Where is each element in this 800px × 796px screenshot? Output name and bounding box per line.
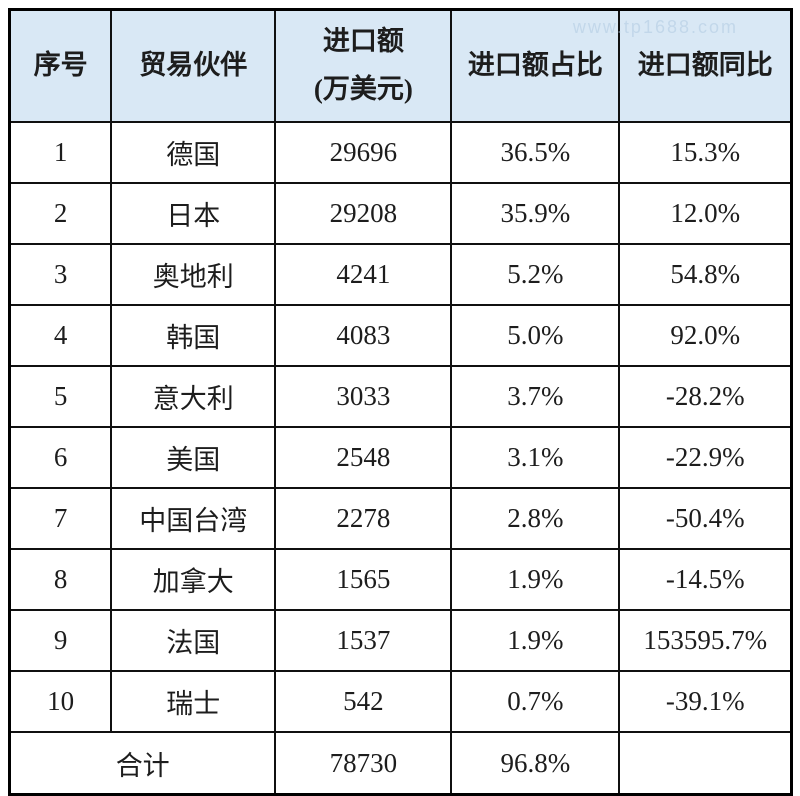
cell-no: 10 [8, 670, 113, 733]
import-trade-partners-table: 序号 贸易伙伴 进口额 (万美元) 进口额占比 进口额同比 1 德国 29696… [8, 8, 793, 796]
table-row: 6 美国 2548 3.1% -22.9% [8, 426, 793, 489]
cell-share: 1.9% [450, 609, 621, 672]
table-row: 1 德国 29696 36.5% 15.3% [8, 121, 793, 184]
cell-yoy: 15.3% [618, 121, 793, 184]
total-yoy-cell [618, 731, 793, 796]
cell-yoy: -50.4% [618, 487, 793, 550]
header-amount-line2: (万美元) [313, 74, 413, 104]
cell-no: 5 [8, 365, 113, 428]
cell-yoy: -14.5% [618, 548, 793, 611]
cell-no: 8 [8, 548, 113, 611]
cell-share: 5.0% [450, 304, 621, 367]
cell-share: 1.9% [450, 548, 621, 611]
table-header: 序号 贸易伙伴 进口额 (万美元) 进口额占比 进口额同比 [8, 8, 793, 123]
cell-partner: 加拿大 [110, 548, 277, 611]
cell-share: 5.2% [450, 243, 621, 306]
table-row: 9 法国 1537 1.9% 153595.7% [8, 609, 793, 672]
cell-amount: 4241 [274, 243, 453, 306]
cell-share: 3.7% [450, 365, 621, 428]
total-amount-cell: 78730 [274, 731, 453, 796]
cell-yoy: -22.9% [618, 426, 793, 489]
cell-yoy: -28.2% [618, 365, 793, 428]
header-cell-partner: 贸易伙伴 [110, 8, 277, 123]
header-row: 序号 贸易伙伴 进口额 (万美元) 进口额占比 进口额同比 [8, 8, 793, 123]
cell-amount: 1565 [274, 548, 453, 611]
cell-no: 2 [8, 182, 113, 245]
table-row: 10 瑞士 542 0.7% -39.1% [8, 670, 793, 733]
page: www.tp1688.com 序号 贸易伙伴 进口额 (万美元) 进口额占比 进… [8, 8, 793, 796]
table-row: 3 奥地利 4241 5.2% 54.8% [8, 243, 793, 306]
cell-no: 7 [8, 487, 113, 550]
cell-amount: 29208 [274, 182, 453, 245]
cell-amount: 2278 [274, 487, 453, 550]
cell-share: 35.9% [450, 182, 621, 245]
cell-partner: 奥地利 [110, 243, 277, 306]
cell-amount: 542 [274, 670, 453, 733]
header-cell-share: 进口额占比 [450, 8, 621, 123]
header-amount-line1: 进口额 [322, 26, 404, 57]
cell-yoy: 153595.7% [618, 609, 793, 672]
table-row: 5 意大利 3033 3.7% -28.2% [8, 365, 793, 428]
table-row: 7 中国台湾 2278 2.8% -50.4% [8, 487, 793, 550]
header-cell-yoy: 进口额同比 [618, 8, 793, 123]
cell-share: 3.1% [450, 426, 621, 489]
cell-partner: 瑞士 [110, 670, 277, 733]
cell-amount: 29696 [274, 121, 453, 184]
cell-yoy: 12.0% [618, 182, 793, 245]
cell-amount: 1537 [274, 609, 453, 672]
cell-partner: 意大利 [110, 365, 277, 428]
cell-partner: 韩国 [110, 304, 277, 367]
header-cell-no: 序号 [8, 8, 113, 123]
cell-share: 0.7% [450, 670, 621, 733]
table-row: 2 日本 29208 35.9% 12.0% [8, 182, 793, 245]
cell-share: 2.8% [450, 487, 621, 550]
cell-share: 36.5% [450, 121, 621, 184]
cell-partner: 德国 [110, 121, 277, 184]
total-share-cell: 96.8% [450, 731, 621, 796]
cell-amount: 2548 [274, 426, 453, 489]
cell-partner: 法国 [110, 609, 277, 672]
cell-yoy: -39.1% [618, 670, 793, 733]
cell-amount: 4083 [274, 304, 453, 367]
table-body: 1 德国 29696 36.5% 15.3% 2 日本 29208 35.9% … [8, 121, 793, 796]
table-row: 8 加拿大 1565 1.9% -14.5% [8, 548, 793, 611]
total-label-cell: 合计 [8, 731, 277, 796]
cell-yoy: 54.8% [618, 243, 793, 306]
cell-no: 9 [8, 609, 113, 672]
cell-no: 4 [8, 304, 113, 367]
header-cell-amount: 进口额 (万美元) [274, 8, 453, 123]
cell-partner: 中国台湾 [110, 487, 277, 550]
cell-no: 1 [8, 121, 113, 184]
cell-amount: 3033 [274, 365, 453, 428]
total-row: 合计 78730 96.8% [8, 731, 793, 796]
cell-partner: 美国 [110, 426, 277, 489]
cell-yoy: 92.0% [618, 304, 793, 367]
cell-no: 3 [8, 243, 113, 306]
cell-no: 6 [8, 426, 113, 489]
cell-partner: 日本 [110, 182, 277, 245]
table-row: 4 韩国 4083 5.0% 92.0% [8, 304, 793, 367]
